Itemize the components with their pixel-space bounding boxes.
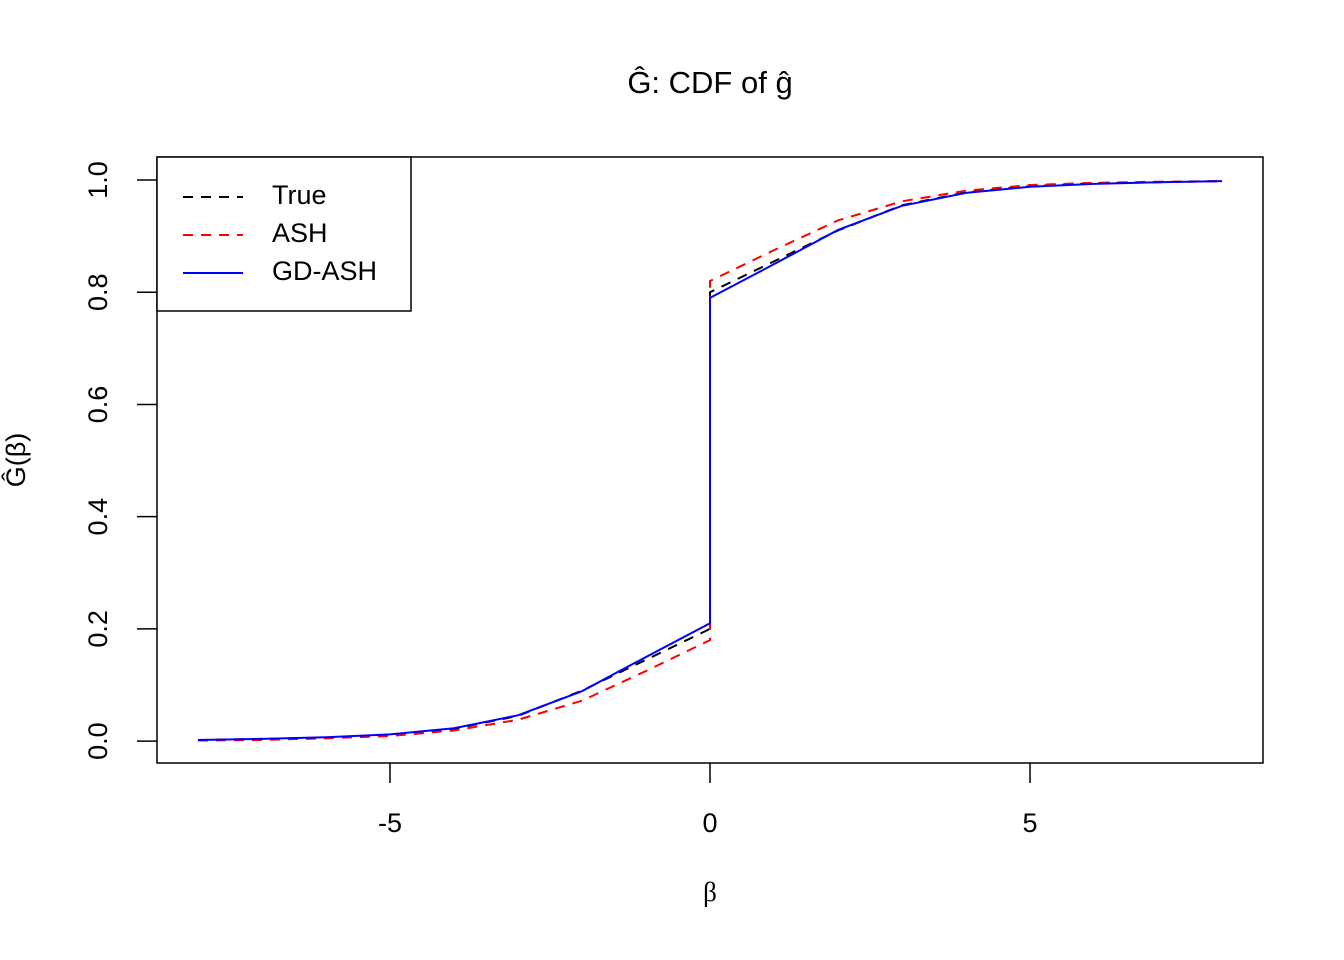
chart-title: Ĝ: CDF of ĝ — [627, 65, 792, 100]
y-axis-label: Ĝ(β) — [0, 433, 31, 488]
x-tick-label: 5 — [1023, 808, 1038, 838]
legend-label: True — [272, 180, 327, 210]
x-tick-label: 0 — [702, 808, 717, 838]
x-tick-label: -5 — [378, 808, 402, 838]
y-tick-label: 0.0 — [83, 722, 113, 760]
y-tick-label: 0.8 — [83, 273, 113, 311]
x-axis-label: β — [703, 877, 717, 907]
y-tick-label: 1.0 — [83, 161, 113, 199]
y-tick-label: 0.2 — [83, 610, 113, 648]
y-tick-label: 0.4 — [83, 498, 113, 536]
legend-box — [156, 156, 412, 312]
legend-label: ASH — [272, 218, 328, 248]
legend-label: GD-ASH — [272, 256, 377, 286]
line-series — [197, 180, 1223, 741]
y-tick-label: 0.6 — [83, 386, 113, 424]
